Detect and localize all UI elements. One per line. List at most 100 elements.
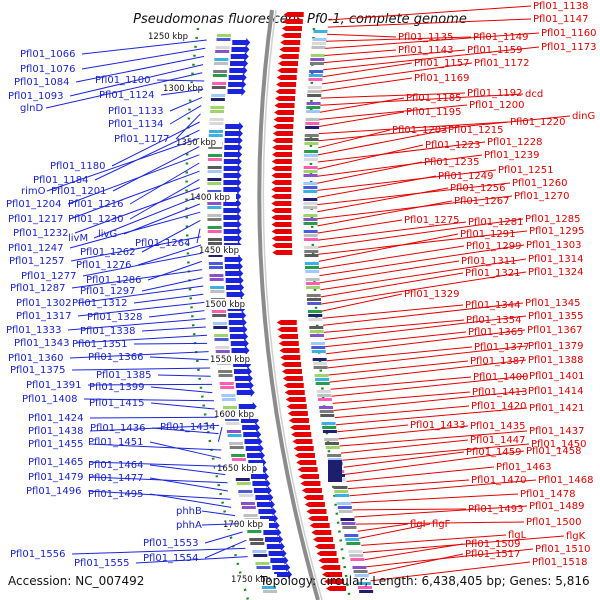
left-gene-label: Pfl01_1415 xyxy=(89,398,145,409)
left-gene-label: Pfl01_1247 xyxy=(8,243,64,254)
forward-gene-arrow xyxy=(223,178,242,187)
feature-block xyxy=(308,314,323,317)
right-label-connector xyxy=(318,115,571,142)
reverse-gene-arrow xyxy=(290,425,311,430)
reverse-gene-arrow xyxy=(288,418,309,423)
reverse-gene-arrow xyxy=(318,558,339,563)
feature-block xyxy=(238,490,253,493)
reverse-gene-arrow xyxy=(271,166,292,171)
reverse-gene-arrow xyxy=(277,327,298,332)
right-label-connector xyxy=(329,359,527,383)
left-label-connector xyxy=(147,260,202,281)
reverse-gene-arrow xyxy=(275,89,296,94)
right-label-connector xyxy=(320,93,524,106)
forward-gene-arrow xyxy=(231,45,250,54)
feature-block xyxy=(317,394,332,397)
feature-block xyxy=(247,530,262,533)
reverse-gene-arrow xyxy=(299,474,320,479)
left-gene-label: Pfl01_1328 xyxy=(87,312,143,323)
left-gene-label: phhB xyxy=(176,506,202,517)
right-label-connector xyxy=(323,319,465,333)
reverse-gene-arrow xyxy=(281,362,302,367)
left-gene-label: Pfl01_1556 xyxy=(10,549,66,560)
right-gene-label: Pfl01_1447 xyxy=(470,435,526,446)
right-gene-label: Pfl01_1172 xyxy=(474,58,530,69)
left-gene-label: Pfl01_1232 xyxy=(13,228,69,239)
feature-block xyxy=(231,454,246,457)
feature-block xyxy=(304,254,319,257)
feature-block xyxy=(348,550,363,553)
feature-block xyxy=(324,442,339,445)
left-gene-label: Pfl01_1424 xyxy=(28,413,84,424)
right-gene-label: Pfl01_1200 xyxy=(469,100,525,111)
reverse-gene-arrow xyxy=(322,572,343,577)
left-gene-label: Pfl01_1455 xyxy=(28,439,84,450)
reverse-gene-arrow xyxy=(279,47,300,52)
reverse-gene-arrow xyxy=(276,75,297,80)
feature-block xyxy=(305,282,320,285)
left-gene-label: Pfl01_1436 xyxy=(90,423,146,434)
right-label-connector xyxy=(317,221,467,241)
left-gene-label: Pfl01_1076 xyxy=(20,64,76,75)
left-label-connector xyxy=(74,187,200,234)
forward-gene-arrow xyxy=(252,479,271,488)
right-gene-label: Pfl01_1510 xyxy=(535,544,591,555)
right-gene-label: dcd xyxy=(525,89,543,100)
right-label-connector xyxy=(318,230,528,255)
right-gene-label: Pfl01_1517 xyxy=(465,549,521,560)
feature-block xyxy=(207,202,222,205)
left-label-connector xyxy=(70,236,201,262)
forward-gene-arrow xyxy=(226,283,245,292)
scale-label-bg xyxy=(146,31,194,41)
right-label-connector xyxy=(323,302,524,326)
reverse-gene-arrow xyxy=(291,432,312,437)
right-gene-label: Pfl01_1379 xyxy=(528,341,584,352)
left-gene-label: Pfl01_1204 xyxy=(6,199,62,210)
left-label-connector xyxy=(169,105,202,125)
left-gene-label: Pfl01_1399 xyxy=(89,382,145,393)
left-gene-label: Pfl01_1479 xyxy=(28,472,84,483)
feature-block xyxy=(219,382,234,385)
right-label-connector xyxy=(337,424,409,433)
left-label-connector xyxy=(169,96,203,112)
feature-block xyxy=(225,422,240,425)
left-label-connector xyxy=(196,228,201,244)
left-label-connector xyxy=(123,203,200,235)
reverse-gene-arrow xyxy=(278,61,299,66)
feature-block xyxy=(312,42,327,45)
right-label-connector xyxy=(345,450,525,475)
right-gene-label: Pfl01_1149 xyxy=(473,32,529,43)
forward-gene-arrow xyxy=(224,255,243,264)
reverse-gene-arrow xyxy=(271,201,292,206)
feature-block xyxy=(350,558,365,561)
left-label-connector xyxy=(46,137,200,192)
feature-block xyxy=(207,158,222,161)
reverse-gene-arrow xyxy=(283,383,304,388)
feature-block xyxy=(340,518,355,521)
right-gene-label: Pfl01_1260 xyxy=(512,178,568,189)
feature-block xyxy=(215,46,230,49)
reverse-gene-arrow xyxy=(272,145,293,150)
feature-block xyxy=(308,318,323,321)
reverse-gene-arrow xyxy=(311,530,332,535)
feature-block xyxy=(241,506,256,509)
feature-block xyxy=(312,358,327,361)
left-label-connector xyxy=(217,426,223,442)
reverse-gene-arrow xyxy=(273,117,294,122)
scale-label-bg xyxy=(215,463,263,473)
right-gene-label: Pfl01_1493 xyxy=(468,504,524,515)
right-label-connector xyxy=(330,376,472,390)
right-gene-label: Pfl01_1138 xyxy=(533,1,589,12)
forward-gene-arrow xyxy=(223,171,242,180)
feature-block xyxy=(314,374,329,377)
right-label-connector xyxy=(339,430,528,447)
feature-block xyxy=(305,126,320,129)
right-gene-label: Pfl01_1291 xyxy=(460,229,516,240)
feature-block xyxy=(306,298,321,301)
feature-block xyxy=(253,554,268,557)
right-label-connector xyxy=(322,62,413,78)
right-gene-label: Pfl01_1314 xyxy=(528,254,584,265)
feature-block xyxy=(224,418,239,421)
forward-gene-arrow xyxy=(265,535,284,544)
feature-block xyxy=(346,542,361,545)
